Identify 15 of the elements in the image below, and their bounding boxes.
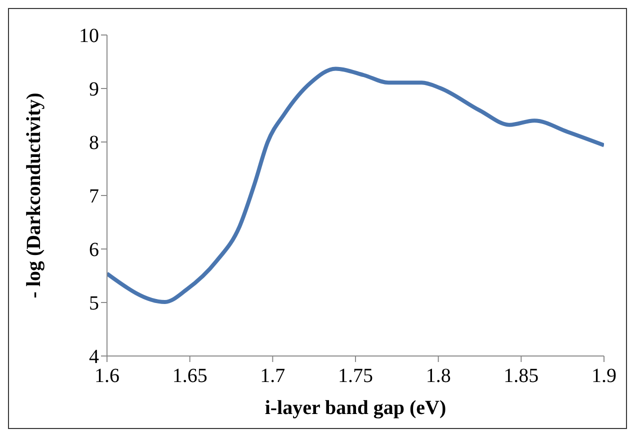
y-tick-label: 10 <box>79 25 99 48</box>
y-tick-label: 9 <box>89 78 99 101</box>
x-tick-label: 1.9 <box>592 365 616 388</box>
x-tick-label: 1.65 <box>172 365 208 388</box>
x-tick-label: 1.75 <box>338 365 373 388</box>
line-series <box>107 66 604 304</box>
x-tick-label: 1.85 <box>504 365 539 388</box>
x-tick-label: 1.8 <box>426 365 451 388</box>
y-tick-label: 7 <box>89 186 99 208</box>
y-tick-label: 5 <box>89 292 99 315</box>
y-axis-title: - log (Darkconductivity) <box>23 92 46 298</box>
x-axis-title: i-layer band gap (eV) <box>264 397 446 419</box>
y-tick-label: 6 <box>89 239 99 262</box>
y-tick-label: 8 <box>89 132 99 154</box>
x-tick-label: 1.7 <box>260 365 286 388</box>
